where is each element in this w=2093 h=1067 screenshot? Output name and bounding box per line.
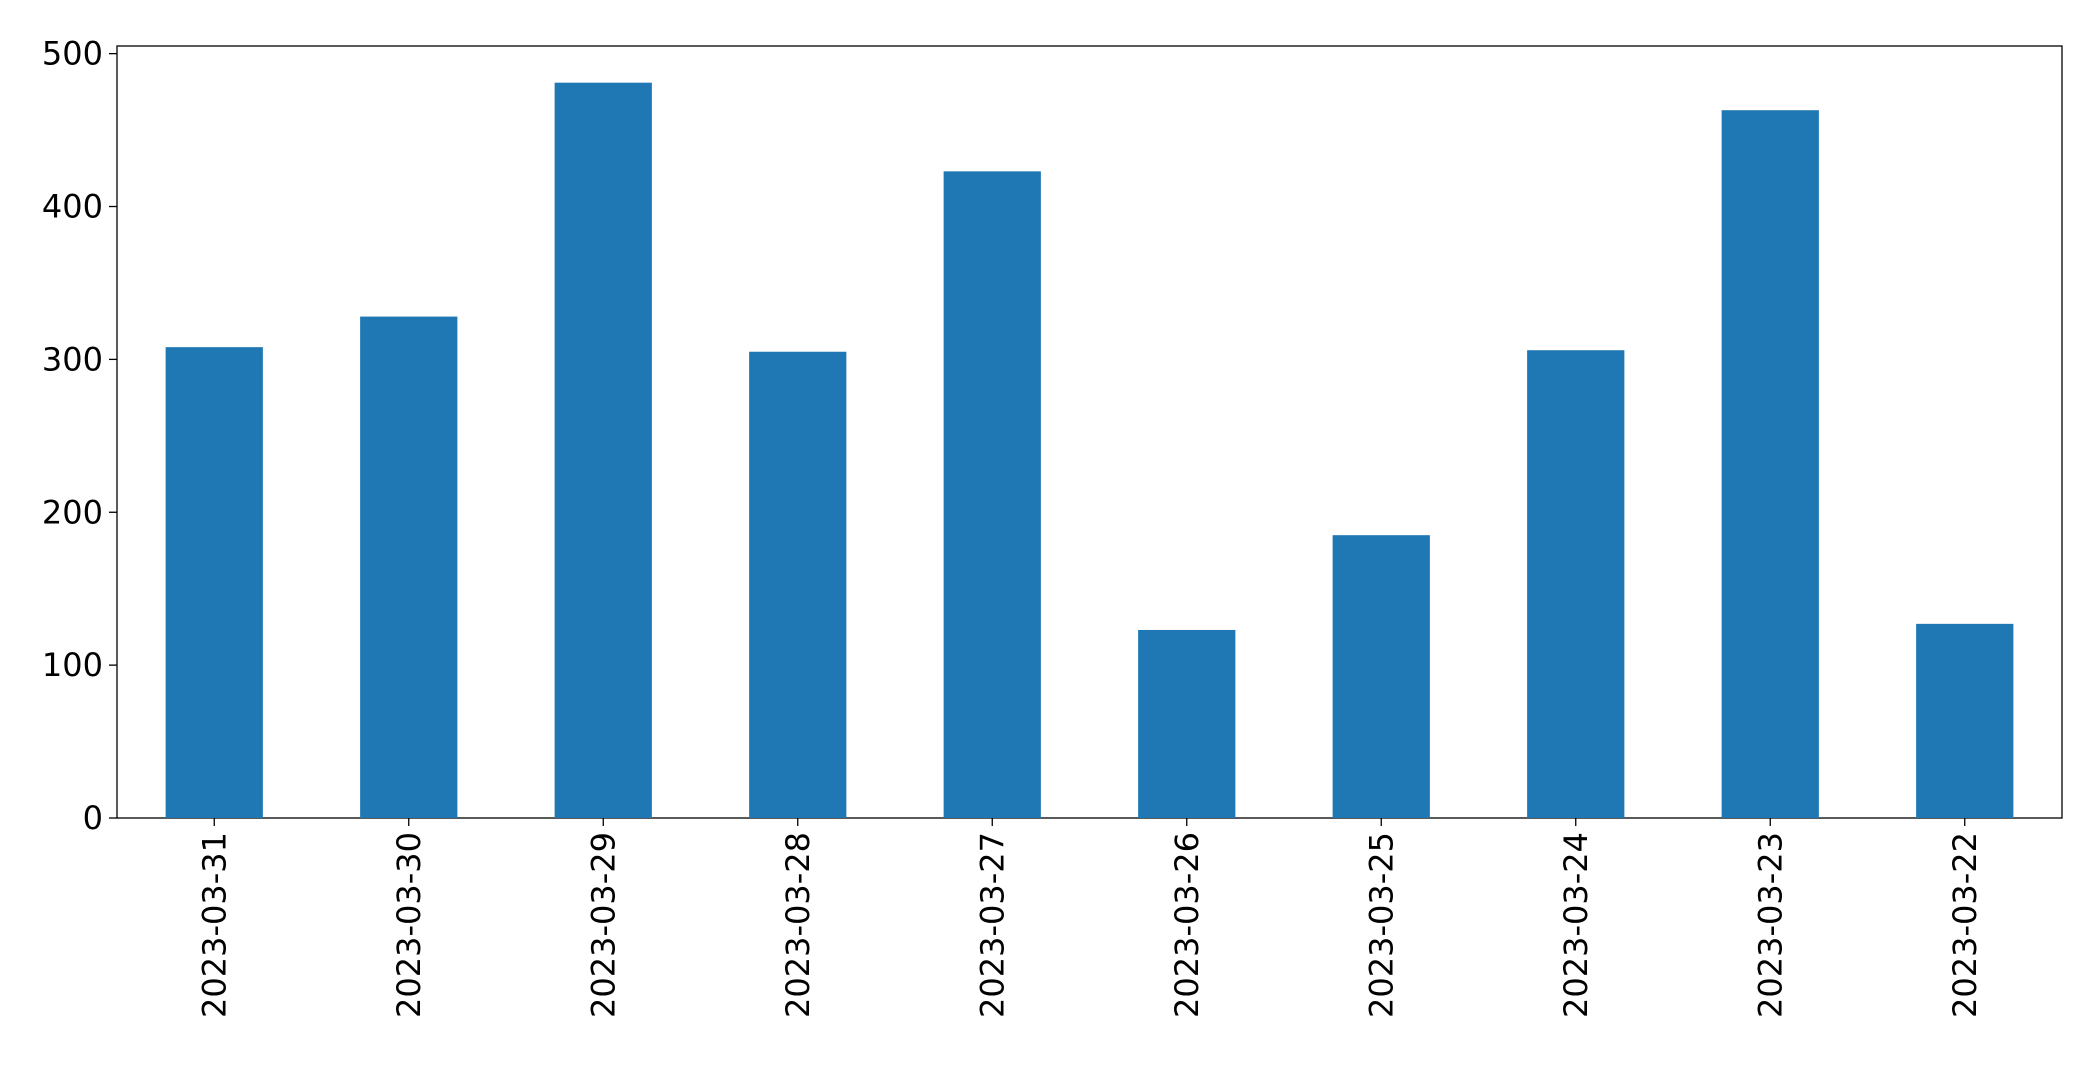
y-tick-label: 100: [42, 646, 103, 684]
bar: [1721, 110, 1819, 819]
y-tick-label: 0: [83, 799, 103, 837]
x-tick-label: 2023-03-29: [584, 832, 622, 1018]
x-tick-label: 2023-03-23: [1751, 832, 1789, 1018]
y-tick-label: 500: [42, 35, 103, 73]
bar: [1916, 623, 2014, 818]
x-tick-label: 2023-03-22: [1946, 832, 1984, 1018]
bar: [360, 316, 458, 818]
bar: [943, 171, 1041, 818]
bar: [1527, 350, 1625, 818]
y-tick-label: 200: [42, 493, 103, 531]
bar: [749, 351, 847, 818]
x-tick-label: 2023-03-25: [1362, 832, 1400, 1018]
y-tick-label: 300: [42, 340, 103, 378]
bar: [554, 82, 652, 819]
x-tick-label: 2023-03-26: [1168, 832, 1206, 1018]
x-tick-label: 2023-03-31: [195, 832, 233, 1018]
x-tick-label: 2023-03-28: [779, 832, 817, 1018]
bar: [1138, 629, 1236, 818]
x-tick-label: 2023-03-30: [390, 832, 428, 1018]
x-tick-label: 2023-03-24: [1557, 832, 1595, 1018]
plot-frame: [116, 45, 2063, 819]
y-tick-label: 400: [42, 188, 103, 226]
x-tick-label: 2023-03-27: [973, 832, 1011, 1018]
bar: [165, 347, 263, 818]
bar: [1332, 535, 1430, 818]
